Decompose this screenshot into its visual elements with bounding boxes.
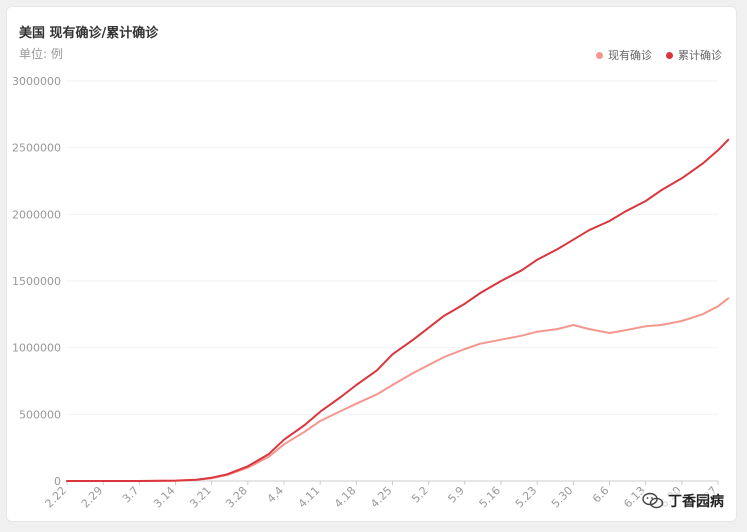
chart-card: 美国 现有确诊/累计确诊 单位: 例 现有确诊 累计确诊 0 500000 1000…: [6, 6, 737, 522]
legend: 现有确诊 累计确诊: [596, 47, 722, 63]
line-chart: 0 500000 1000000 1500000 2000000 2500000 30000…: [12, 75, 730, 511]
wechat-icon: [642, 492, 664, 509]
x-tick-label: 2.22: [43, 484, 70, 511]
chart-title: 美国 现有确诊/累计确诊: [19, 26, 159, 41]
legend-dot-current: [596, 51, 603, 59]
x-tick-label: 4.25: [368, 484, 395, 511]
x-tick-label: 4.18: [332, 484, 359, 511]
x-tick-label: 5.16: [477, 484, 504, 511]
x-tick-label: 3.28: [223, 484, 250, 511]
x-tick-label: 5.23: [513, 484, 540, 511]
x-tick-label: 5.2: [409, 484, 431, 506]
x-tick-label: 3.21: [187, 484, 214, 511]
y-tick-label: 500000: [19, 408, 61, 421]
x-tick-label: 5.9: [445, 484, 467, 506]
legend-dot-cumulative: [666, 51, 673, 59]
series-line-cumulative[interactable]: [66, 138, 730, 482]
legend-item-current[interactable]: 现有确诊: [596, 47, 652, 63]
legend-label-cumulative: 累计确诊: [678, 49, 722, 62]
x-tick-label: 4.4: [265, 484, 287, 506]
x-tick-label: 3.14: [151, 484, 178, 511]
y-tick-label: 2000000: [12, 208, 61, 221]
x-tick-label: 2.29: [79, 484, 106, 511]
legend-label-current: 现有确诊: [608, 49, 652, 62]
watermark: 丁香园病: [642, 491, 724, 511]
y-tick-label: 1000000: [12, 342, 61, 355]
y-tick-label: 0: [54, 475, 61, 488]
y-tick-label: 1500000: [12, 275, 61, 288]
x-tick-label: 3.7: [120, 484, 142, 506]
y-tick-label: 3000000: [12, 75, 61, 88]
unit-label: 单位: 例: [19, 47, 63, 61]
y-tick-label: 2500000: [12, 142, 61, 155]
x-tick-label: 5.30: [549, 484, 576, 511]
x-tick-label: 6.6: [590, 484, 612, 506]
x-tick-label: 4.11: [296, 484, 323, 511]
series-line-current[interactable]: [66, 297, 730, 482]
legend-item-cumulative[interactable]: 累计确诊: [666, 47, 722, 63]
watermark-text: 丁香园病: [668, 494, 724, 510]
